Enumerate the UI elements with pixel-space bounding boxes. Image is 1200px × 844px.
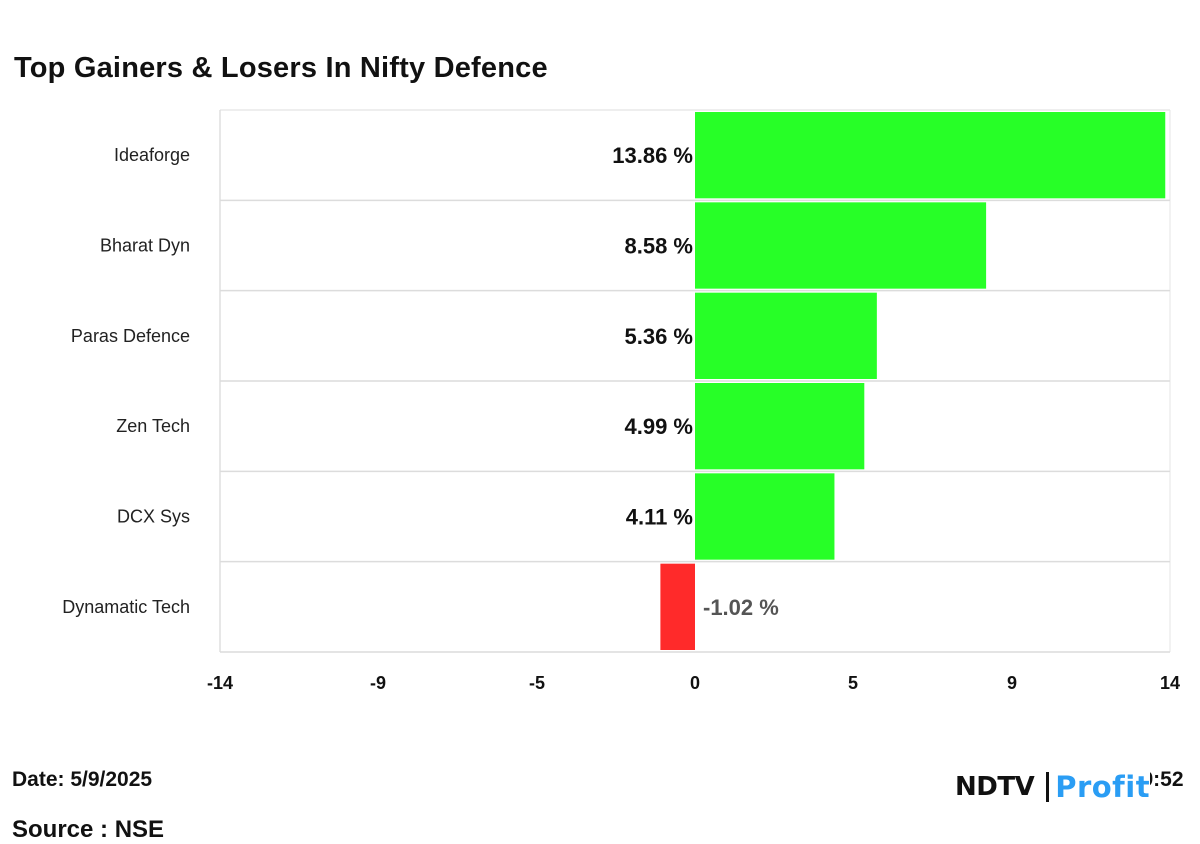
x-tick-label: 5	[848, 673, 858, 693]
source-label: Source : NSE	[12, 816, 165, 843]
value-label: 13.86 %	[612, 143, 693, 168]
bar-5	[660, 563, 695, 650]
category-label: Paras Defence	[71, 326, 190, 346]
logo-separator	[1046, 772, 1050, 802]
labels: Ideaforge 13.86 % Bharat Dyn 8.58 % Paras De…	[62, 143, 1180, 693]
category-label: Dynamatic Tech	[62, 597, 190, 617]
bar-0	[695, 112, 1166, 199]
x-tick-label: -9	[370, 673, 386, 693]
x-tick-label: 9	[1007, 673, 1017, 693]
value-label: 4.99 %	[625, 414, 694, 439]
bars	[660, 112, 1166, 650]
x-tick-label: -14	[207, 673, 233, 693]
ndtv-profit-logo: NDTV Profit	[955, 769, 1151, 805]
category-label: Zen Tech	[116, 416, 190, 436]
category-label: Ideaforge	[114, 145, 190, 165]
category-label: Bharat Dyn	[100, 236, 190, 256]
x-tick-label: 0	[690, 673, 700, 693]
bar-2	[695, 292, 877, 379]
value-label: 4.11 %	[626, 505, 693, 530]
bar-3	[695, 383, 865, 470]
x-tick-label: 14	[1160, 673, 1180, 693]
bar-1	[695, 202, 987, 289]
date-label: Date: 5/9/2025	[12, 768, 153, 791]
chart-title: Top Gainers & Losers In Nifty Defence	[14, 52, 548, 84]
value-label: 8.58 %	[625, 234, 694, 259]
x-tick-label: -5	[529, 673, 545, 693]
value-label: 5.36 %	[625, 324, 694, 349]
value-label: -1.02 %	[703, 595, 779, 620]
profit-logo-text: Profit	[1055, 770, 1151, 804]
bar-chart: Ideaforge 13.86 % Bharat Dyn 8.58 % Paras De…	[62, 109, 1180, 693]
category-label: DCX Sys	[117, 507, 190, 527]
grid	[219, 109, 1171, 653]
ndtv-logo-text: NDTV	[955, 772, 1035, 802]
bar-4	[695, 473, 835, 560]
